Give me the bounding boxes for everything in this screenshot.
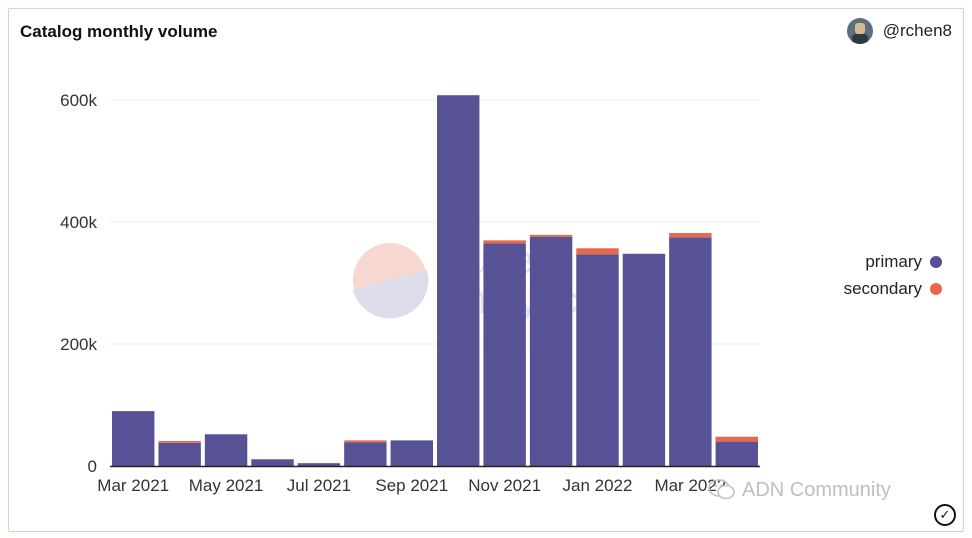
bar-primary (204, 434, 248, 466)
y-tick-label: 0 (88, 457, 97, 476)
bar-primary (251, 459, 294, 466)
community-label: ADN Community (742, 478, 891, 501)
x-tick-label: Jul 2021 (287, 476, 351, 495)
bar-secondary (715, 436, 758, 442)
chart-title: Catalog monthly volume (20, 22, 218, 41)
bar-primary (344, 442, 387, 466)
bar-primary (483, 243, 526, 466)
bar-secondary (576, 248, 619, 255)
legend-item-secondary[interactable]: secondary (844, 275, 942, 302)
bar-primary (437, 95, 480, 466)
author-badge[interactable]: @rchen8 (846, 18, 952, 44)
bar-primary (669, 237, 712, 466)
bar-secondary (529, 234, 573, 237)
bar-secondary (297, 462, 341, 464)
bar-secondary (669, 233, 712, 238)
y-tick-label: 400k (60, 213, 97, 232)
bar-primary (622, 253, 666, 466)
legend-label-primary: primary (865, 251, 922, 271)
legend-swatch-secondary (930, 282, 942, 295)
dune-logo-icon (353, 243, 429, 319)
x-tick-label: Mar 2022 (654, 476, 726, 495)
x-tick-label: May 2021 (189, 476, 264, 495)
legend-label-secondary: secondary (843, 278, 922, 298)
wechat-icon (708, 479, 735, 500)
legend-swatch-primary (930, 255, 942, 268)
legend: primary secondary (844, 248, 942, 302)
bar-primary (297, 463, 341, 466)
y-tick-label: 600k (60, 91, 97, 110)
bar-secondary (158, 440, 201, 443)
x-tick-label: Nov 2021 (468, 476, 541, 495)
bar-primary (158, 442, 201, 466)
bar-secondary (344, 440, 387, 443)
bar-secondary (483, 240, 526, 244)
x-tick-label: Sep 2021 (375, 476, 448, 495)
avatar-icon (846, 18, 873, 44)
x-tick-label: Mar 2021 (97, 476, 169, 495)
y-tick-label: 200k (60, 335, 97, 354)
bar-primary (529, 236, 573, 466)
bar-primary (390, 440, 433, 466)
community-watermark: ADN Community (708, 478, 891, 502)
author-handle: @rchen8 (882, 21, 952, 40)
bar-primary (715, 441, 758, 466)
x-tick-label: Jan 2022 (563, 476, 633, 495)
bar-primary (576, 254, 619, 466)
bar-primary (112, 411, 155, 466)
check-circle-icon[interactable]: ✓ (934, 504, 956, 526)
legend-item-primary[interactable]: primary (844, 248, 942, 275)
